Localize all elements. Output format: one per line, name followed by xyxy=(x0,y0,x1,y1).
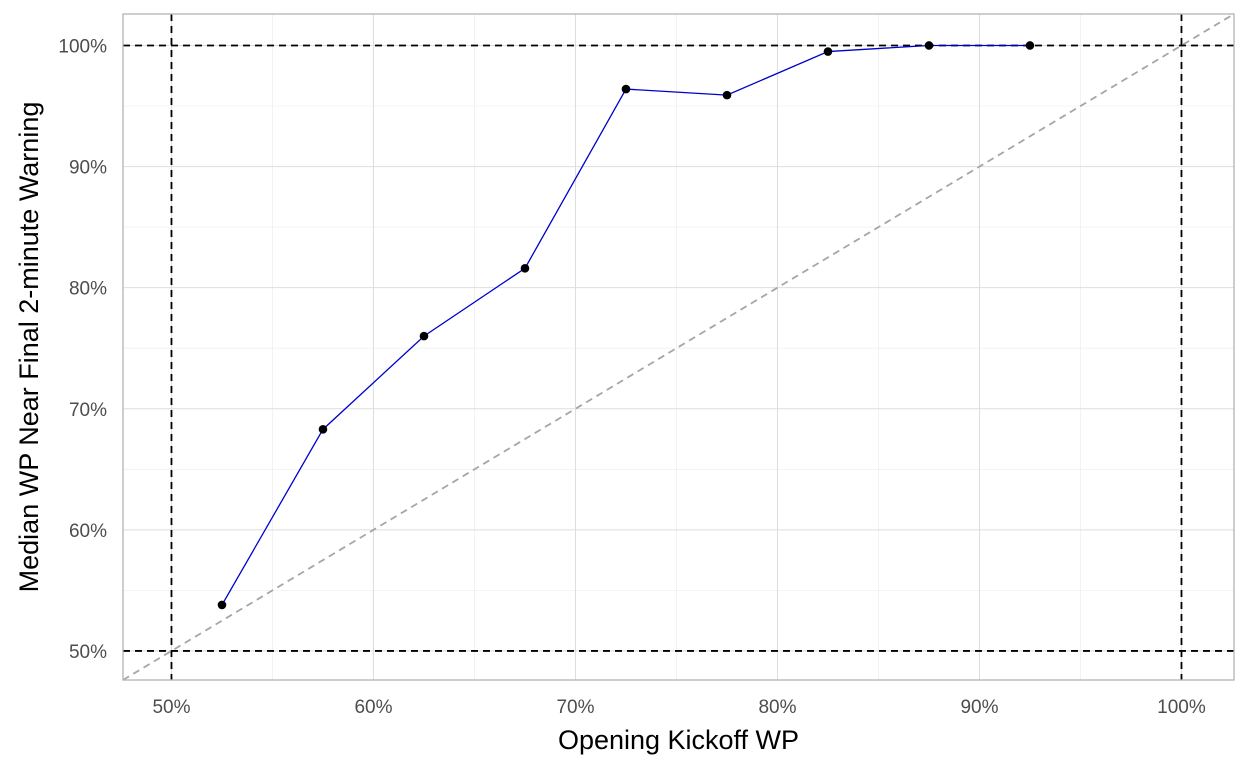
y-tick-label: 60% xyxy=(69,521,107,542)
y-tick-label: 80% xyxy=(69,279,107,300)
data-point xyxy=(722,90,732,100)
data-point xyxy=(924,41,934,50)
y-tick-label: 70% xyxy=(69,400,107,421)
data-point xyxy=(318,425,328,434)
y-axis-title: Median WP Near Final 2-minute Warning xyxy=(14,102,44,593)
y-tick-label: 100% xyxy=(58,36,107,57)
panel-border xyxy=(122,13,1235,681)
data-point xyxy=(621,84,631,94)
data-point xyxy=(217,600,227,610)
data-point xyxy=(419,331,429,341)
data-series xyxy=(217,41,1035,610)
y-tick-labels: 50% 60% 70% 80% 90% 100% xyxy=(58,36,107,662)
identity-reference-line xyxy=(122,13,1235,681)
x-tick-label: 80% xyxy=(758,697,796,718)
reference-lines xyxy=(122,13,1235,681)
y-tick-label: 50% xyxy=(69,642,107,663)
x-tick-labels: 50% 60% 70% 80% 90% 100% xyxy=(152,697,1205,718)
series-line xyxy=(221,44,1030,606)
x-tick-label: 70% xyxy=(556,697,594,718)
data-point xyxy=(520,263,530,273)
x-tick-label: 60% xyxy=(354,697,392,718)
x-tick-label: 50% xyxy=(152,697,190,718)
data-point xyxy=(823,47,833,56)
x-axis-title: Opening Kickoff WP xyxy=(558,725,799,755)
y-tick-label: 90% xyxy=(69,158,107,179)
x-tick-label: 100% xyxy=(1157,697,1206,718)
x-tick-label: 90% xyxy=(960,697,998,718)
data-point xyxy=(1025,41,1035,50)
